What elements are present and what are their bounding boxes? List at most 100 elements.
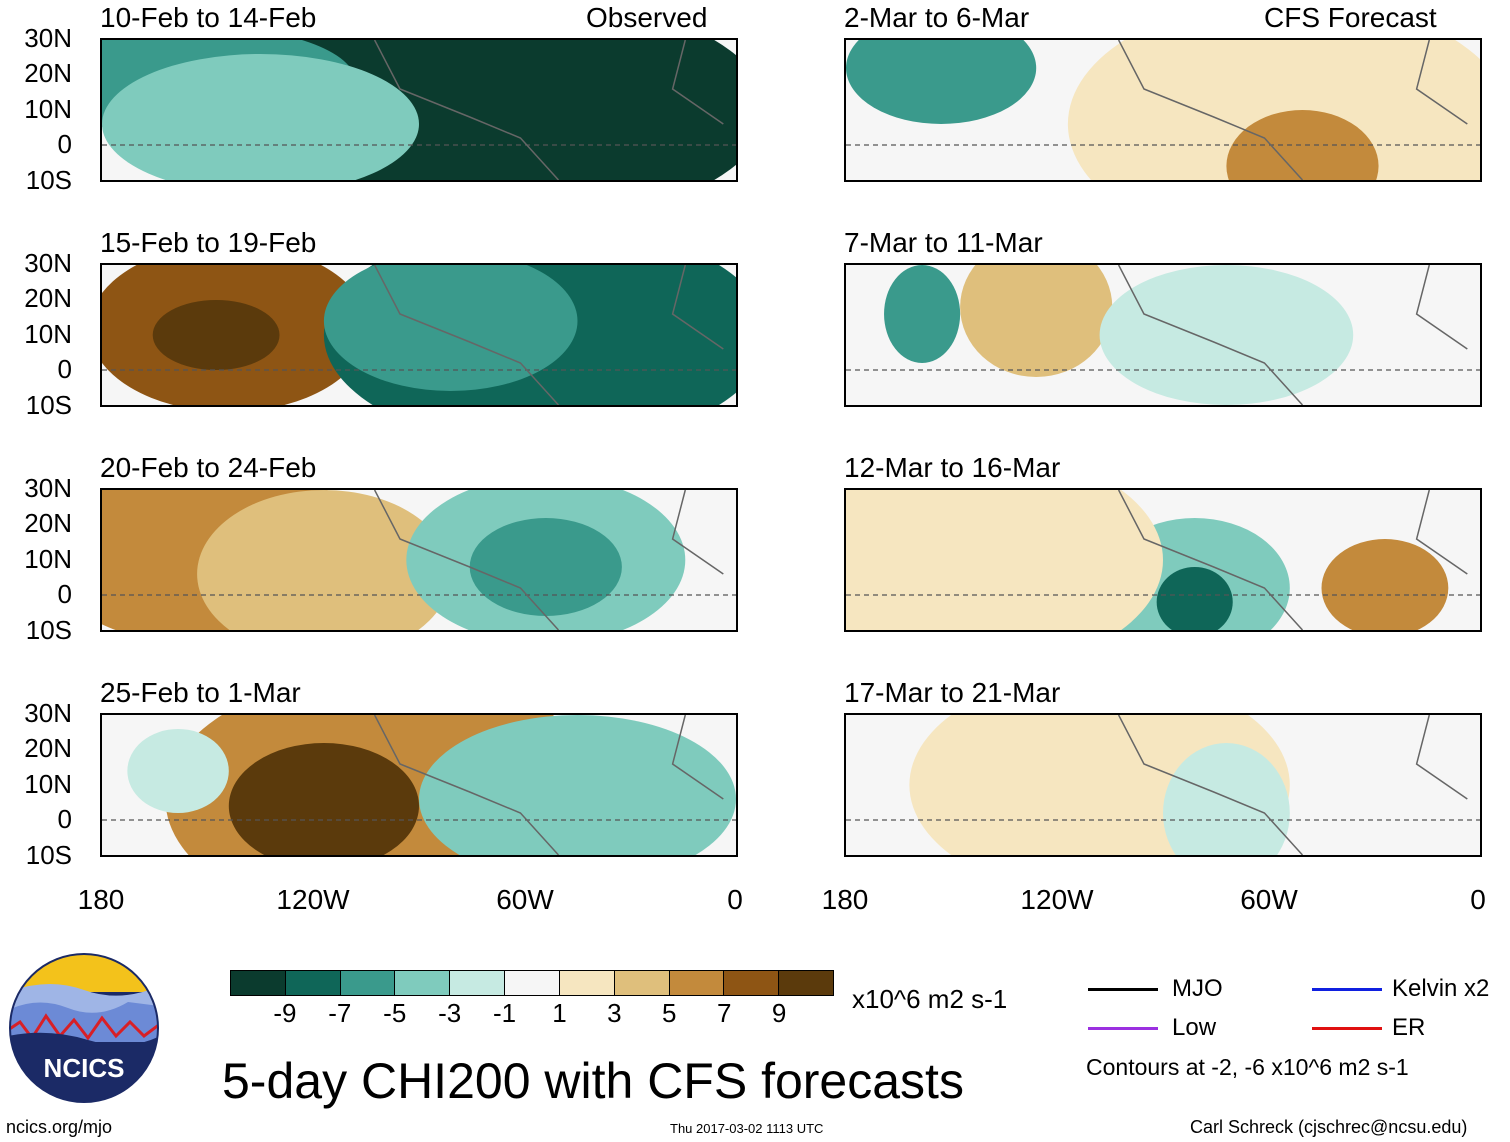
colorbar-tick-label: 3 bbox=[607, 998, 622, 1028]
panel-title-obs-3: 20-Feb to 24-Feb bbox=[100, 452, 317, 483]
anomaly-blob bbox=[197, 490, 451, 630]
y-tick-label: 10N bbox=[24, 769, 72, 799]
y-tick-label: 20N bbox=[24, 733, 72, 763]
y-tick-label: 20N bbox=[24, 508, 72, 538]
panel-title-fc-2: 7-Mar to 11-Mar bbox=[844, 227, 1043, 258]
colorbar-swatch bbox=[505, 971, 560, 995]
contours-note: Contours at -2, -6 x10^6 m2 s-1 bbox=[1086, 1054, 1409, 1080]
y-tick-label: 10S bbox=[25, 390, 72, 420]
map-shading bbox=[846, 265, 1480, 405]
y-tick-label: 10N bbox=[24, 94, 72, 124]
y-tick-label: 0 bbox=[57, 354, 72, 384]
y-tick-label: 30N bbox=[24, 248, 72, 278]
anomaly-blob bbox=[846, 40, 1037, 124]
colorbar bbox=[230, 970, 834, 996]
coastline bbox=[373, 715, 724, 855]
map-shading bbox=[102, 265, 736, 405]
forecast-label: CFS Forecast bbox=[1264, 2, 1437, 33]
map-panel-fc-4 bbox=[844, 713, 1482, 857]
y-tick-label: 30N bbox=[24, 698, 72, 728]
colorbar-tick-label: 7 bbox=[716, 998, 732, 1028]
map-shading bbox=[846, 715, 1480, 855]
anomaly-blob bbox=[960, 265, 1113, 377]
coastline bbox=[1117, 265, 1468, 405]
footer-url[interactable]: ncics.org/mjo bbox=[6, 1117, 113, 1137]
anomaly-blob bbox=[846, 490, 1163, 630]
legend-line-mjo bbox=[1088, 988, 1158, 991]
anomaly-blob bbox=[127, 729, 229, 813]
coastline bbox=[373, 490, 724, 630]
footer-timestamp: Thu 2017-03-02 1113 UTC bbox=[670, 1121, 824, 1136]
anomaly-blob bbox=[884, 265, 961, 363]
y-tick-label: 0 bbox=[57, 804, 72, 834]
x-tick-left-120w: 120W bbox=[276, 884, 350, 915]
anomaly-blob bbox=[1321, 539, 1449, 630]
anomaly-blob bbox=[1099, 265, 1354, 405]
colorbar-swatch bbox=[395, 971, 451, 995]
legend-label-low: Low bbox=[1172, 1014, 1217, 1041]
y-tick-label: 30N bbox=[24, 473, 72, 503]
chart-title: 5-day CHI200 with CFS forecasts bbox=[222, 1053, 964, 1109]
panel-title-obs-2: 15-Feb to 19-Feb bbox=[100, 227, 317, 258]
anomaly-blob bbox=[1156, 567, 1233, 630]
panel-title-fc-1: 2-Mar to 6-Mar bbox=[844, 2, 1030, 33]
x-tick-left-180: 180 bbox=[77, 884, 125, 915]
colorbar-swatch bbox=[724, 971, 780, 995]
legend-line-low bbox=[1088, 1027, 1158, 1030]
x-tick-left-60w: 60W bbox=[496, 884, 554, 915]
y-tick-label: 20N bbox=[24, 58, 72, 88]
colorbar-swatch bbox=[231, 971, 286, 995]
legend-label-kelvin: Kelvin x2 bbox=[1392, 975, 1490, 1002]
panel-title-obs-4: 25-Feb to 1-Mar bbox=[100, 677, 301, 708]
observed-label: Observed bbox=[586, 2, 708, 33]
colorbar-tick-label: 5 bbox=[662, 998, 677, 1028]
map-panel-obs-2 bbox=[100, 263, 738, 407]
colorbar-swatch bbox=[779, 971, 833, 995]
colorbar-tick-label: -3 bbox=[438, 998, 462, 1028]
colorbar-tick-label: -9 bbox=[273, 998, 297, 1028]
y-tick-label: 10N bbox=[24, 544, 72, 574]
legend-line-kelvin bbox=[1312, 988, 1382, 991]
footer-author: Carl Schreck (cjschrec@ncsu.edu) bbox=[1190, 1117, 1468, 1137]
anomaly-blob bbox=[152, 300, 280, 370]
panel-title-obs-1: 10-Feb to 14-Feb bbox=[100, 2, 317, 33]
legend-label-er: ER bbox=[1392, 1014, 1426, 1041]
colorbar-swatch bbox=[340, 971, 396, 995]
map-panel-fc-3 bbox=[844, 488, 1482, 632]
colorbar-swatch bbox=[559, 971, 615, 995]
coastline bbox=[373, 40, 724, 180]
y-tick-label: 0 bbox=[57, 579, 72, 609]
coastline bbox=[373, 265, 724, 405]
map-shading bbox=[846, 40, 1480, 180]
map-panel-obs-1 bbox=[100, 38, 738, 182]
coastline bbox=[1117, 40, 1468, 180]
map-shading bbox=[102, 490, 736, 630]
y-tick-label: 20N bbox=[24, 283, 72, 313]
map-panel-obs-3 bbox=[100, 488, 738, 632]
colorbar-tick-label: 1 bbox=[552, 998, 567, 1028]
colorbar-tick-label: 9 bbox=[771, 998, 787, 1028]
anomaly-blob bbox=[102, 54, 419, 180]
x-tick-right-120w: 120W bbox=[1020, 884, 1094, 915]
coastline bbox=[1117, 715, 1468, 855]
x-tick-right-0: 0 bbox=[1470, 884, 1486, 915]
anomaly-blob bbox=[228, 743, 419, 855]
anomaly-blob bbox=[1163, 743, 1290, 855]
colorbar-tick-label: -5 bbox=[383, 998, 407, 1028]
x-tick-left-0: 0 bbox=[727, 884, 743, 915]
y-tick-label: 10S bbox=[25, 840, 72, 870]
colorbar-swatch bbox=[450, 971, 506, 995]
map-shading bbox=[102, 715, 736, 855]
logo-text: NCICS bbox=[44, 1053, 125, 1083]
map-panel-fc-1 bbox=[844, 38, 1482, 182]
colorbar-tick-label: -1 bbox=[492, 998, 517, 1028]
anomaly-blob bbox=[469, 518, 622, 616]
map-panel-fc-2 bbox=[844, 263, 1482, 407]
legend-label-mjo: MJO bbox=[1172, 975, 1223, 1002]
y-tick-label: 30N bbox=[24, 23, 72, 53]
x-tick-right-60w: 60W bbox=[1240, 884, 1298, 915]
ncics-logo: NCICS bbox=[9, 953, 159, 1103]
colorbar-tick-label: -7 bbox=[328, 998, 352, 1028]
y-tick-label: 10S bbox=[25, 615, 72, 645]
y-tick-label: 10N bbox=[24, 319, 72, 349]
